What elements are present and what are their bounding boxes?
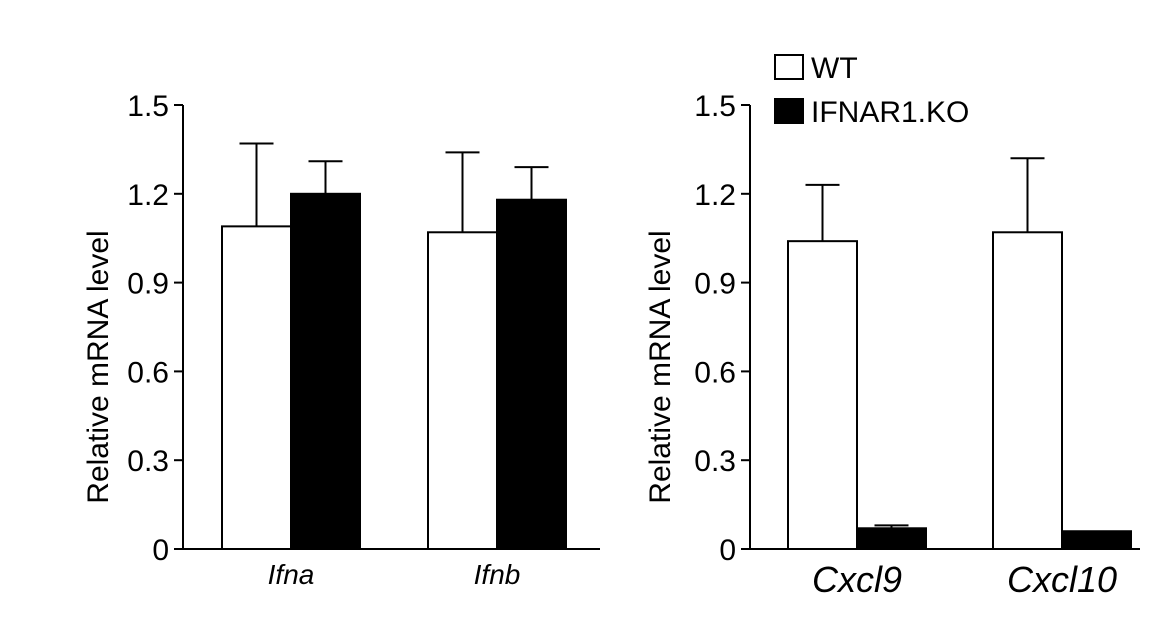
legend-label-wt: WT xyxy=(811,52,858,85)
right-y-tick-label: 1.2 xyxy=(694,179,736,212)
left-y-tick-label: 0.6 xyxy=(127,356,169,389)
right-bar-wt-cxcl10 xyxy=(992,231,1063,550)
left-y-tick-label: 1.5 xyxy=(127,90,169,123)
legend-swatch-ifnar1-ko xyxy=(774,98,804,124)
left-bar-wt-ifnb xyxy=(427,231,498,550)
left-bar-ifnar1-ko-ifnb xyxy=(496,198,567,550)
right-category-label-cxcl9: Cxcl9 xyxy=(812,559,902,600)
left-y-tick-label: 1.2 xyxy=(127,179,169,212)
left-bar-wt-ifna xyxy=(221,225,292,551)
right-y-tick-label: 0.3 xyxy=(694,445,736,478)
left-category-label-ifnb: Ifnb xyxy=(474,559,521,590)
right-category-label-cxcl10: Cxcl10 xyxy=(1007,559,1117,600)
left-y-tick-label: 0.3 xyxy=(127,445,169,478)
left-bar-ifnar1-ko-ifna xyxy=(290,192,361,551)
right-y-tick-label: 0.9 xyxy=(694,268,736,301)
left-category-label-ifna: Ifna xyxy=(268,559,315,590)
left-y-axis-label: Relative mRNA level xyxy=(82,230,115,503)
right-y-tick-label: 0 xyxy=(719,534,736,567)
right-bar-ifnar1-ko-cxcl9 xyxy=(856,527,927,551)
legend-swatch-wt xyxy=(774,54,804,80)
right-y-tick-label: 1.5 xyxy=(694,90,736,123)
right-bar-wt-cxcl9 xyxy=(787,240,858,550)
legend-label-ifnar1-ko: IFNAR1.KO xyxy=(811,96,969,129)
left-y-tick-label: 0.9 xyxy=(127,268,169,301)
left-y-tick-label: 0 xyxy=(152,534,169,567)
right-y-tick-label: 0.6 xyxy=(694,356,736,389)
right-y-axis-label: Relative mRNA level xyxy=(644,230,677,503)
right-bar-ifnar1-ko-cxcl10 xyxy=(1061,530,1132,550)
